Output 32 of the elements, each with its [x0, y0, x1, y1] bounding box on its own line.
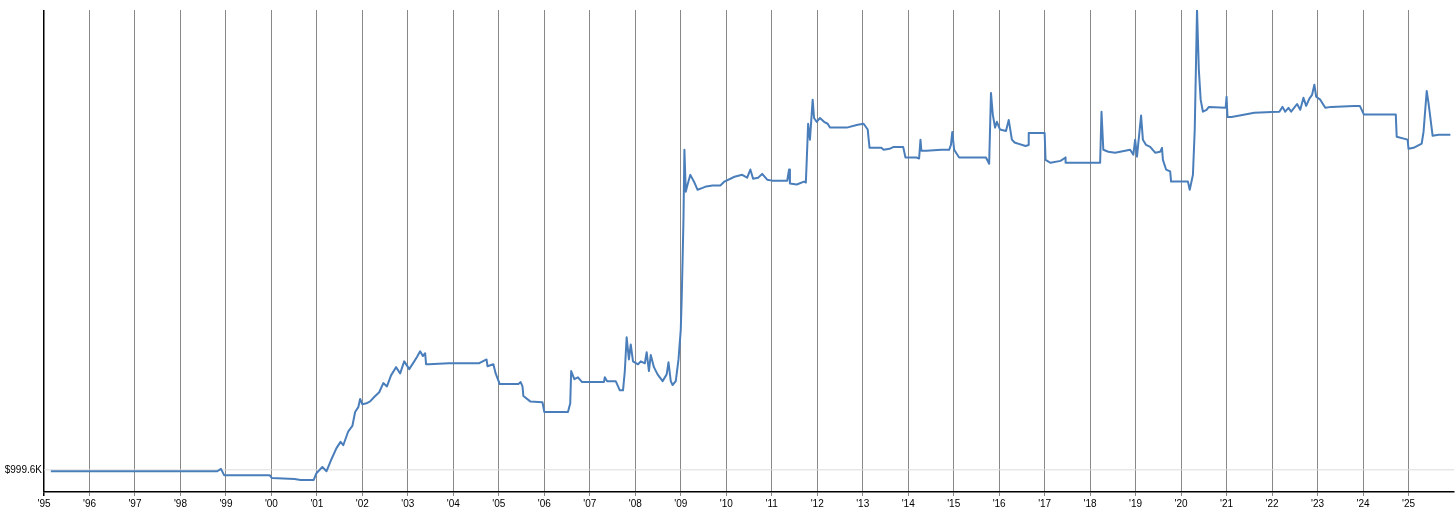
- x-tick-label: '25: [1401, 497, 1416, 509]
- x-tick-label: '09: [674, 497, 688, 509]
- x-tick-label: '98: [173, 497, 188, 509]
- x-tick-label: '97: [128, 497, 142, 509]
- x-tick-label: '00: [264, 497, 279, 509]
- ref-line-label: $999.6K: [4, 463, 43, 475]
- x-tick-label: '19: [1129, 497, 1143, 509]
- x-tick-label: '02: [355, 497, 370, 509]
- x-tick-label: '21: [1220, 497, 1234, 509]
- x-tick-label: '99: [219, 497, 233, 509]
- x-tick-label: '22: [1265, 497, 1280, 509]
- x-tick-label: '10: [719, 497, 734, 509]
- x-tick-label: '18: [1083, 497, 1098, 509]
- x-tick-label: '04: [446, 497, 461, 509]
- x-tick-label: '16: [992, 497, 1007, 509]
- x-tick-label: '11: [765, 497, 779, 509]
- x-tick-label: '23: [1311, 497, 1325, 509]
- x-tick-label: '15: [947, 497, 961, 509]
- x-tick-label: '06: [537, 497, 552, 509]
- x-tick-label: '95: [37, 497, 51, 509]
- x-tick-label: '12: [810, 497, 825, 509]
- x-tick-label: '13: [856, 497, 870, 509]
- x-tick-label: '20: [1174, 497, 1189, 509]
- x-tick-label: '08: [628, 497, 643, 509]
- x-tick-label: '07: [583, 497, 597, 509]
- x-tick-label: '05: [492, 497, 506, 509]
- x-tick-label: '24: [1356, 497, 1370, 509]
- x-tick-label: '01: [310, 497, 324, 509]
- x-tick-label: '96: [82, 497, 97, 509]
- x-tick-label: '17: [1038, 497, 1052, 509]
- x-tick-label: '03: [401, 497, 415, 509]
- x-tick-label: '14: [901, 497, 916, 509]
